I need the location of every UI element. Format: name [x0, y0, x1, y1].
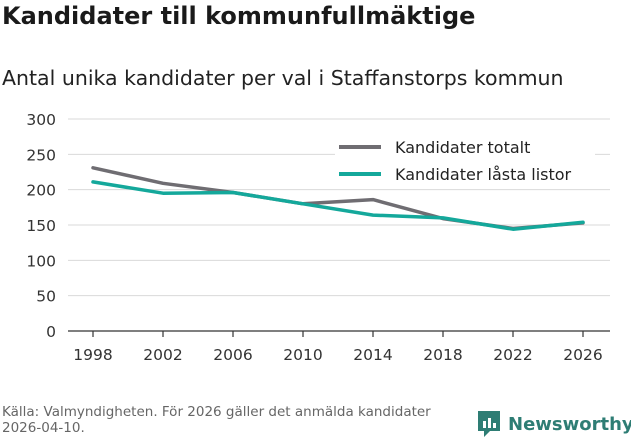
x-tick-label: 2018	[423, 346, 462, 364]
x-tick-label: 2010	[283, 346, 322, 364]
x-tick-label: 2022	[493, 346, 532, 364]
newsworthy-icon	[478, 411, 500, 437]
brand-logo: Newsworthy	[476, 408, 631, 440]
line-chart: 0 50 100 150 200 250 300 1998 2002 2006 2010 2014 20…	[26, 111, 610, 364]
legend-label: Kandidater låsta listor	[395, 165, 572, 184]
y-tick-label: 250	[26, 146, 56, 164]
brand-name: Newsworthy	[508, 413, 631, 435]
chart-subtitle: Antal unika kandidater per val i Staffan…	[2, 66, 564, 90]
y-tick-label: 50	[36, 288, 56, 306]
series-line-1	[91, 180, 585, 231]
source-note: Källa: Valmyndigheten. För 2026 gäller d…	[2, 404, 431, 436]
x-tick-label: 2014	[353, 346, 392, 364]
y-tick-label: 100	[26, 252, 56, 270]
y-tick-label: 200	[26, 182, 56, 200]
x-tick-label: 1998	[73, 346, 112, 364]
chart-title: Kandidater till kommunfullmäktige	[2, 2, 476, 30]
y-tick-label: 300	[26, 111, 56, 129]
x-tick-label: 2002	[143, 346, 182, 364]
legend-label: Kandidater totalt	[395, 138, 530, 157]
y-tick-label: 0	[46, 323, 56, 341]
y-tick-label: 150	[26, 217, 56, 235]
x-tick-label: 2026	[563, 346, 602, 364]
x-tick-label: 2006	[213, 346, 252, 364]
